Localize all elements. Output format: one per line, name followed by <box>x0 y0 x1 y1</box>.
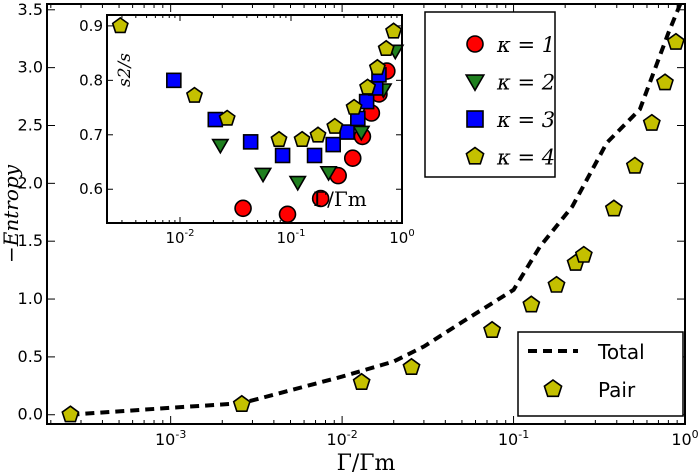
inset-point-square <box>242 134 259 150</box>
x-tick-exponent: -2 <box>185 228 195 239</box>
inset-point-pentagon <box>359 78 377 95</box>
inset-point-square <box>306 147 323 164</box>
inset-point-pentagon <box>377 39 395 57</box>
inset-x-label: Γ/Γm <box>313 187 366 211</box>
inset-point-circle <box>278 205 297 224</box>
inset-point-pentagon <box>345 98 363 115</box>
x-tick-label: 10-3 <box>155 428 186 449</box>
inset-frame <box>106 14 403 224</box>
pair-point <box>625 156 644 174</box>
y-tick-label: 0.6 <box>79 180 103 198</box>
inset-point-pentagon <box>270 130 288 147</box>
pair-point <box>402 357 421 376</box>
x-tick-label: 10-1 <box>276 228 305 247</box>
pair-point <box>655 73 674 91</box>
pair-point <box>232 394 251 413</box>
inset-point-pentagon <box>309 126 327 143</box>
legend-marker-triangle-down <box>464 74 486 92</box>
pair-point <box>574 245 593 263</box>
pair-point <box>547 275 566 293</box>
x-tick-base: 10 <box>389 229 408 247</box>
inset-point-circle <box>311 189 330 208</box>
legend-label-pair: Pair <box>598 378 636 402</box>
pair-point <box>604 199 623 217</box>
inset-point-circle <box>234 199 252 218</box>
y-tick-label: 2.5 <box>18 115 43 134</box>
legend-label-kappa: κ = 2 <box>496 71 555 95</box>
x-tick-exponent: -1 <box>296 228 306 239</box>
y-tick-label: 0.0 <box>18 405 43 424</box>
x-tick-label: 100 <box>671 428 698 449</box>
pair-point <box>61 405 80 423</box>
legend-label-kappa: κ = 1 <box>496 33 555 57</box>
y-tick-label: 0.9 <box>79 17 103 35</box>
y-tick-label: 1.5 <box>18 231 43 250</box>
y-tick-label: 0.8 <box>79 71 103 89</box>
x-tick-exponent: 0 <box>692 428 699 441</box>
inset-point-triangle-down <box>352 125 371 142</box>
inset-point-pentagon <box>185 86 204 103</box>
x-tick-exponent: -2 <box>347 428 358 441</box>
y-tick-label: 3.0 <box>18 58 43 77</box>
legends: κ = 1 κ = 2 κ = 3 κ = 4 Total Pair <box>424 11 684 417</box>
x-tick-base: 10 <box>498 430 518 449</box>
pair-point <box>352 372 371 391</box>
y-tick-label: 2.0 <box>18 173 43 192</box>
x-tick-exponent: 0 <box>408 228 414 239</box>
inset-point-square <box>166 72 182 89</box>
y-tick-label: 1.0 <box>18 289 43 308</box>
x-tick-label: 10-2 <box>326 428 357 449</box>
x-axis-label: Γ/Γm <box>337 451 396 476</box>
plot-frame <box>46 3 686 425</box>
inset-point-pentagon <box>218 109 236 126</box>
x-tick-base: 10 <box>276 229 295 247</box>
legend-marker-square <box>466 110 484 128</box>
legend-label-kappa: κ = 4 <box>496 146 555 170</box>
inset-point-triangle-down <box>319 165 338 182</box>
x-tick-base: 10 <box>326 430 346 449</box>
inset-point-pentagon <box>326 117 344 134</box>
x-tick-label: 10-2 <box>165 228 194 247</box>
y-axis-label: −Entropy <box>0 164 23 263</box>
pair-point <box>483 320 502 339</box>
pair-point <box>666 32 685 50</box>
kappa-legend-box <box>424 11 556 178</box>
x-tick-exponent: -3 <box>175 428 186 441</box>
inset-point-pentagon <box>293 130 311 147</box>
x-tick-exponent: -1 <box>518 428 529 441</box>
legend-marker-pentagon <box>465 146 485 165</box>
legend-pair-marker <box>543 379 563 398</box>
legend-marker-circle <box>466 35 484 53</box>
inset-point-pentagon <box>111 16 129 34</box>
inset-point-circle <box>343 149 362 168</box>
inset-point-triangle-down <box>211 138 230 155</box>
legend-label-total: Total <box>597 340 645 364</box>
inset-point-pentagon <box>385 22 403 39</box>
x-tick-base: 10 <box>165 229 184 247</box>
x-tick-base: 10 <box>671 430 691 449</box>
y-tick-label: 0.7 <box>79 126 103 144</box>
x-tick-base: 10 <box>155 430 175 449</box>
pair-point <box>522 295 541 313</box>
legend-label-kappa: κ = 3 <box>496 108 555 132</box>
inset-point-square <box>274 147 291 164</box>
total-line <box>70 4 683 417</box>
inset-point-pentagon <box>368 58 386 76</box>
main-legend-box <box>517 331 684 417</box>
pair-point <box>642 113 661 131</box>
inset-point-square <box>325 136 342 153</box>
y-tick-label: 0.5 <box>18 347 43 366</box>
inset-point-triangle-down <box>253 167 273 184</box>
y-tick-label: 3.5 <box>18 0 43 19</box>
x-tick-label: 10-1 <box>498 428 529 449</box>
inset-y-label: s2/s <box>115 53 135 87</box>
inset-point-triangle-down <box>288 175 307 192</box>
x-tick-label: 100 <box>389 228 414 247</box>
